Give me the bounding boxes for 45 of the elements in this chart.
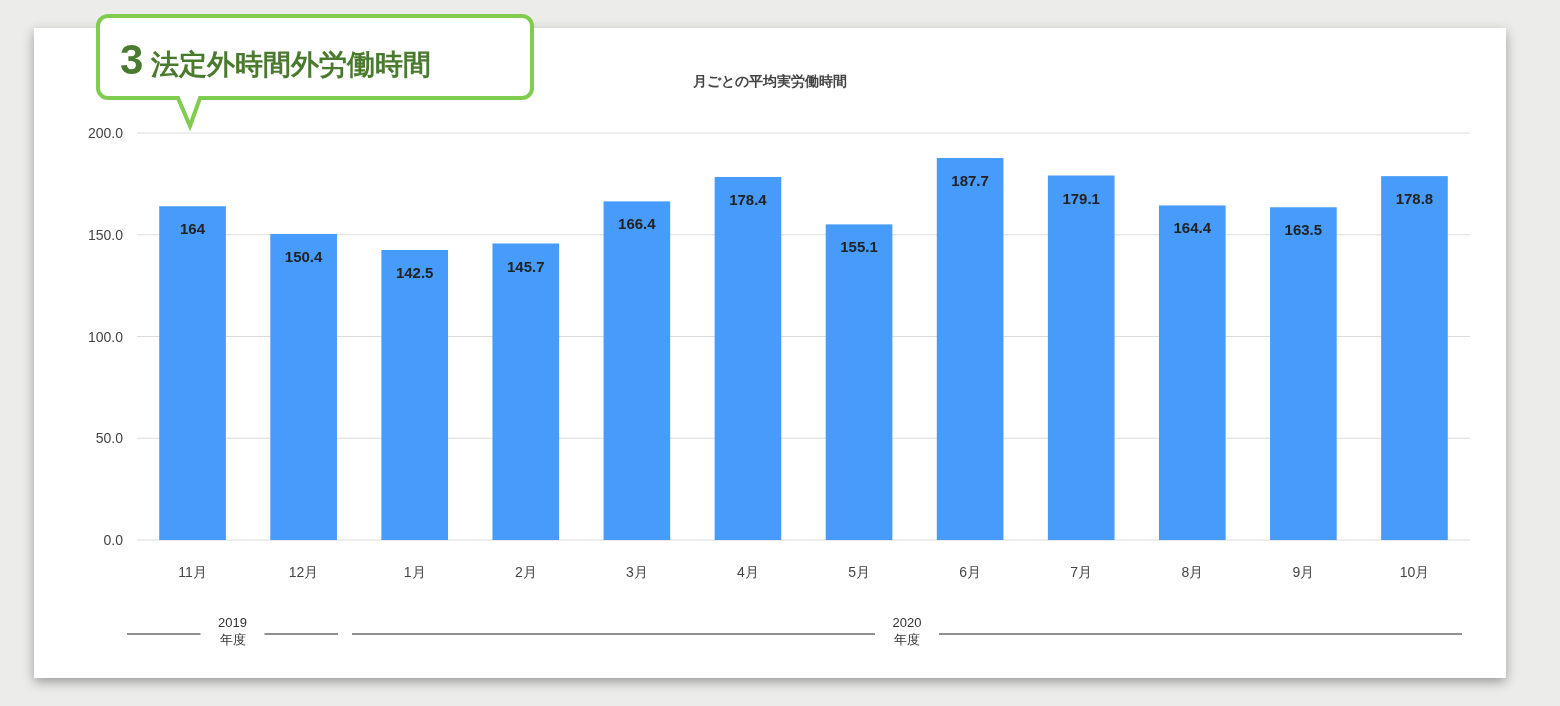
data-label: 187.7 — [951, 172, 989, 190]
text: 2019 年度 — [218, 614, 247, 647]
bar — [603, 201, 671, 540]
x-tick-label: 1月 — [403, 564, 426, 580]
y-tick-label: 150.0 — [87, 226, 124, 243]
bar — [714, 176, 782, 540]
data-label: 178.8 — [1395, 190, 1434, 208]
text: 3 法定外時間外労働時間 — [120, 36, 432, 83]
data-label: 178.4 — [729, 190, 768, 208]
data-label: 155.1 — [840, 238, 878, 256]
chart-title: 月ごとの平均実労働時間 — [692, 73, 847, 89]
data-label: 166.4 — [618, 215, 657, 233]
bar — [825, 224, 893, 540]
bar — [1047, 175, 1115, 540]
data-label: 164.4 — [1173, 219, 1212, 237]
data-label: 145.7 — [507, 257, 545, 275]
bar — [159, 206, 226, 540]
data-label: 179.1 — [1062, 189, 1100, 207]
data-label: 142.5 — [395, 264, 434, 282]
data-label: 150.4 — [284, 247, 324, 265]
bar — [1270, 207, 1337, 540]
text: 2020 年度 — [892, 614, 922, 647]
bar — [381, 250, 449, 540]
x-tick-label: 4月 — [737, 564, 759, 580]
y-tick-label: 200.0 — [87, 125, 124, 141]
x-tick-label: 2月 — [514, 564, 537, 580]
x-tick-label: 9月 — [1292, 564, 1315, 580]
x-tick-label: 11月 — [178, 564, 207, 580]
bar — [492, 243, 560, 540]
data-label: 163.5 — [1284, 221, 1323, 239]
x-tick-label: 12月 — [288, 564, 319, 580]
bar — [936, 158, 1004, 540]
bar — [270, 233, 337, 540]
x-tick-label: 7月 — [1070, 564, 1093, 580]
y-tick-label: 50.0 — [95, 430, 124, 447]
x-tick-label: 5月 — [848, 564, 870, 580]
data-label: 164 — [180, 220, 206, 238]
x-tick-label: 3月 — [625, 564, 648, 580]
x-tick-label: 6月 — [959, 564, 982, 580]
x-tick-label: 10月 — [1399, 564, 1430, 580]
y-tick-label: 100.0 — [87, 328, 124, 345]
bar — [1158, 205, 1226, 540]
y-tick-label: 0.0 — [103, 532, 124, 548]
bar — [1381, 176, 1448, 540]
x-tick-label: 8月 — [1181, 564, 1204, 580]
